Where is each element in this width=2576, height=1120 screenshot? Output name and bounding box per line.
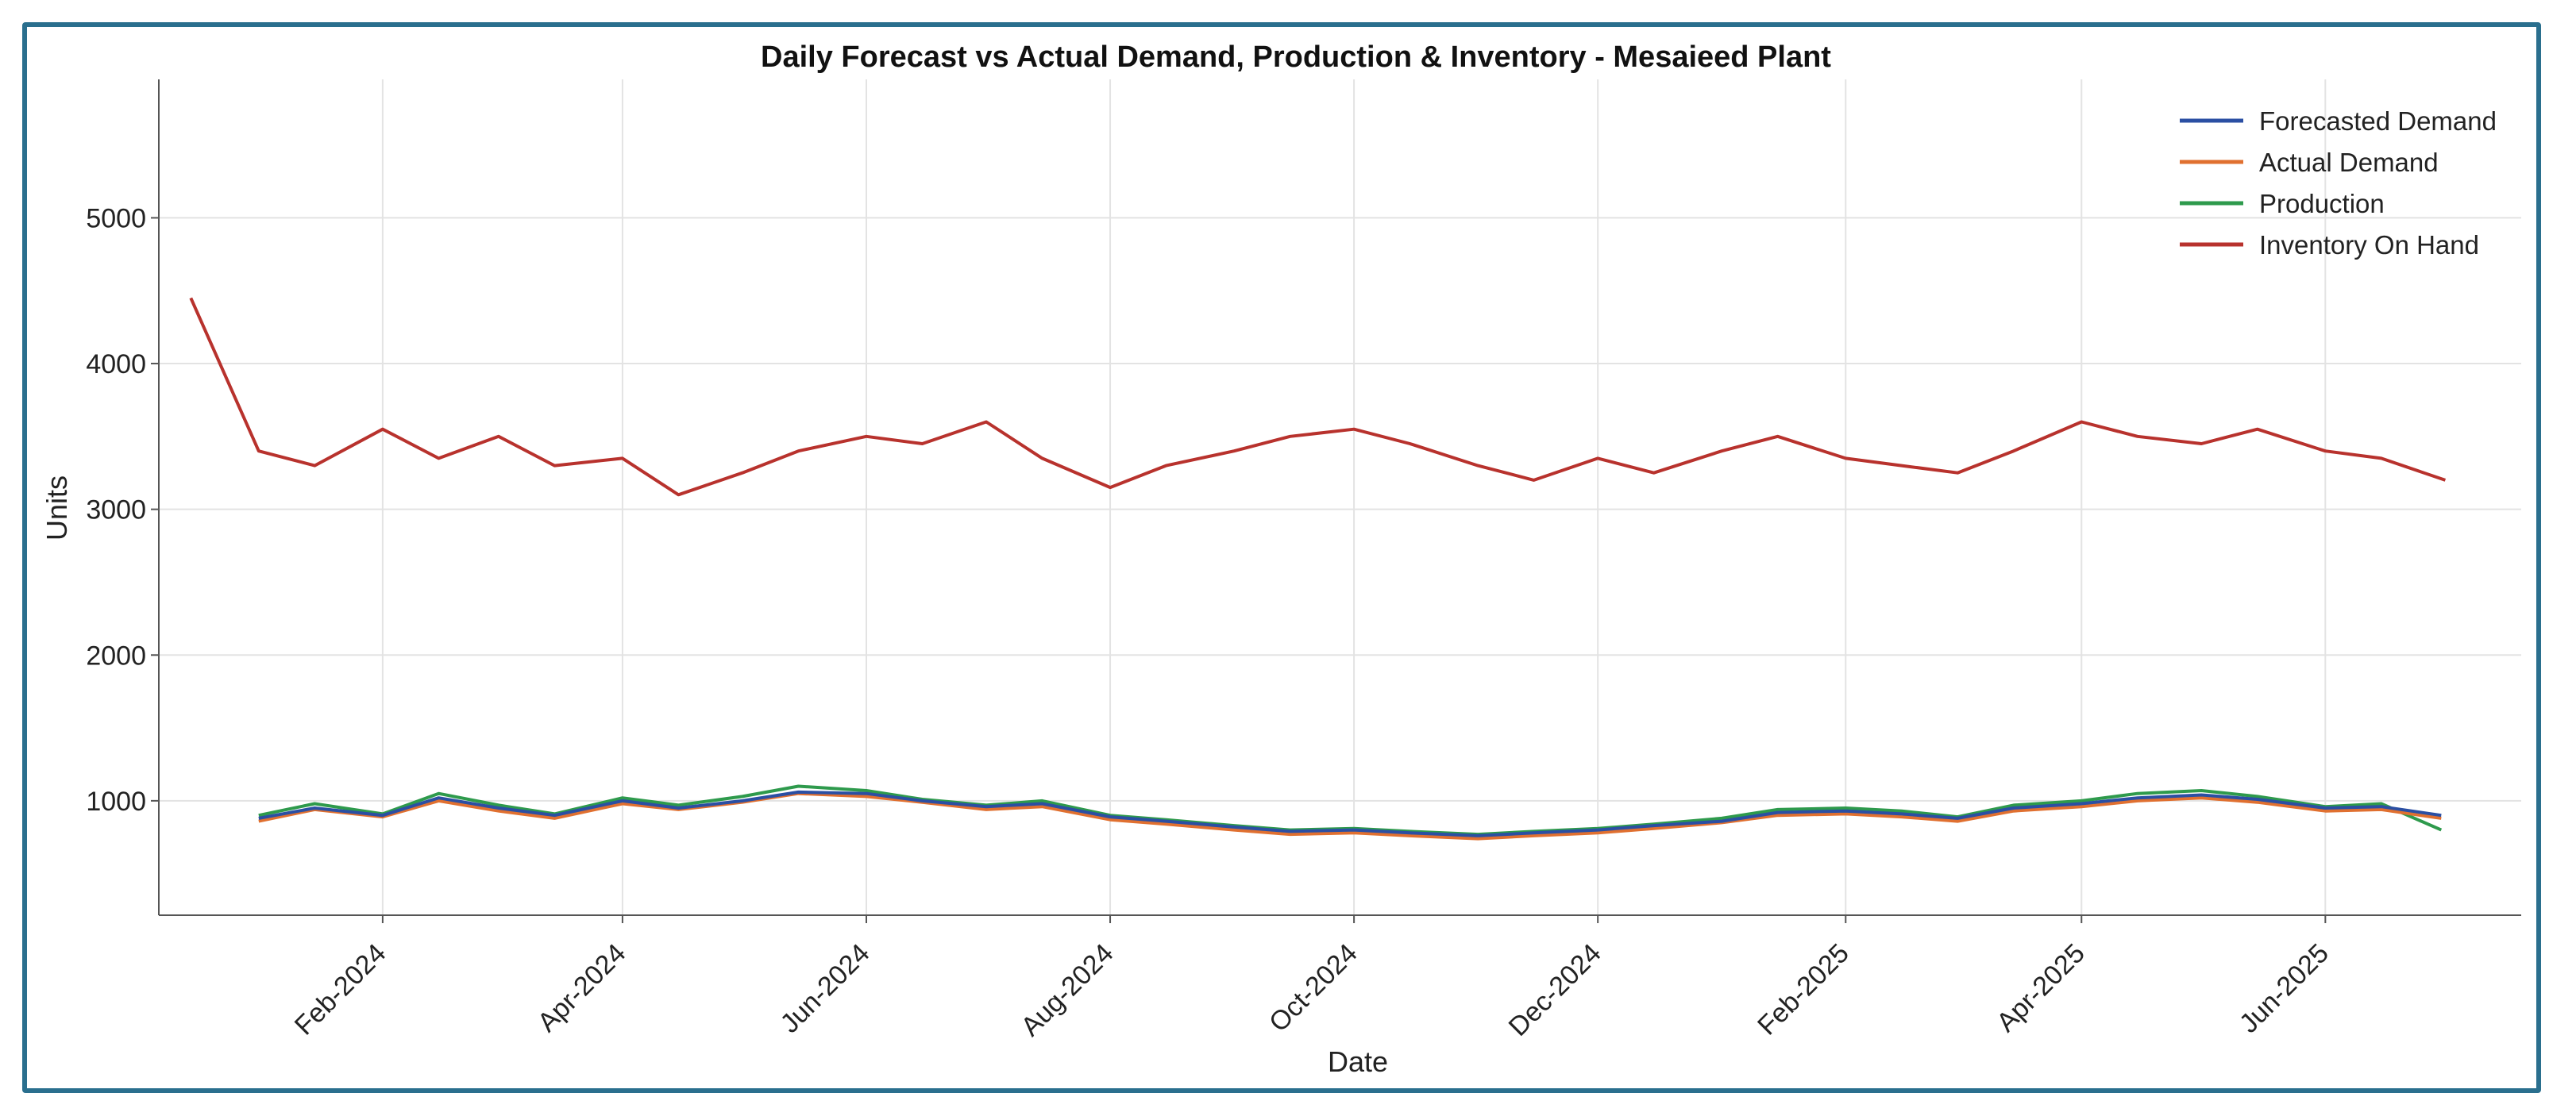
chart-title: Daily Forecast vs Actual Demand, Product… — [761, 40, 1831, 74]
series-lines — [189, 297, 2447, 841]
x-tick-label: Aug-2024 — [1016, 938, 1120, 1042]
legend: Forecasted Demand Actual Demand Production… — [2180, 106, 2497, 260]
y-axis-label: Units — [40, 475, 73, 541]
x-tick-label: Jun-2024 — [775, 938, 876, 1039]
x-tick-label: Apr-2025 — [1991, 938, 2091, 1038]
y-tick-label: 4000 — [86, 349, 146, 379]
series-line-actual-demand — [258, 791, 2442, 841]
x-tick-label: Apr-2024 — [532, 938, 632, 1038]
x-tick-label: Oct-2024 — [1263, 938, 1363, 1038]
x-tick-label: Feb-2025 — [1752, 938, 1855, 1041]
y-tick-label: 1000 — [86, 787, 146, 817]
x-tick-label: Jun-2025 — [2234, 938, 2335, 1039]
y-tick-label: 2000 — [86, 641, 146, 671]
gridlines — [159, 79, 2521, 915]
legend-label: Production — [2259, 189, 2385, 218]
legend-label: Actual Demand — [2259, 148, 2439, 177]
x-tick-label: Feb-2024 — [289, 938, 392, 1041]
x-tick-label: Dec-2024 — [1503, 938, 1607, 1042]
axes: 1000 2000 3000 4000 5000 Feb-2024 Apr-2024 Jun-… — [86, 79, 2521, 1042]
x-axis-label: Date — [1328, 1045, 1388, 1078]
legend-label: Inventory On Hand — [2259, 230, 2479, 260]
series-line-inventory-on-hand — [189, 297, 2447, 497]
y-tick-label: 3000 — [86, 495, 146, 525]
legend-label: Forecasted Demand — [2259, 106, 2497, 136]
series-line-forecasted-demand — [258, 790, 2442, 837]
y-tick-label: 5000 — [86, 203, 146, 233]
